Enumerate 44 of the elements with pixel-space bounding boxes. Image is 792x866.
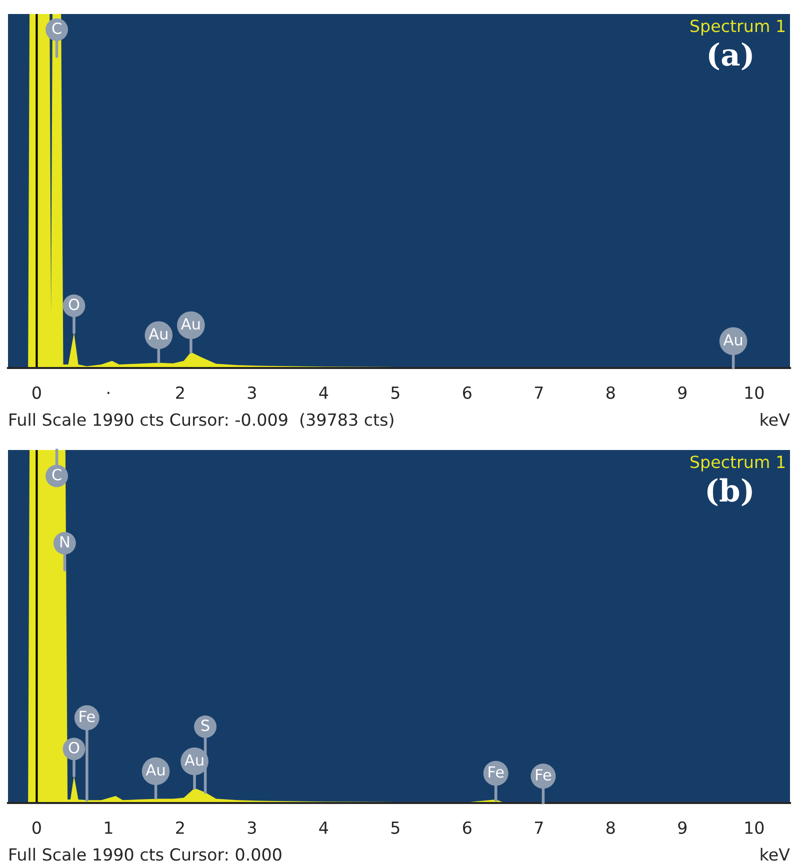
annotation: O: [68, 742, 80, 754]
x-tick-label: 3: [248, 821, 256, 834]
x-tick-label: 2: [176, 821, 184, 834]
annotation: Fe: [80, 710, 95, 722]
annotation: C: [52, 22, 62, 34]
x-tick-label: 0: [32, 386, 41, 399]
x-tick-label: 0: [32, 821, 41, 834]
annotation: S: [201, 720, 210, 732]
x-tick-label: 6: [463, 386, 472, 399]
annotation: Fe: [536, 769, 552, 781]
x-tick-label: 7: [534, 386, 543, 399]
x-tick-label: 10: [745, 821, 764, 834]
x-tick-label: 3: [248, 386, 256, 399]
text: (a): [708, 42, 752, 70]
x-tick-label: 4: [319, 822, 328, 834]
x-tick-label: 4: [319, 386, 328, 399]
x-axis-title: keV: [760, 413, 790, 426]
text: (b): [707, 478, 752, 506]
annotation: Au: [723, 334, 742, 346]
x-tick-label: 10: [745, 386, 764, 399]
x-tick-label: 6: [463, 821, 472, 834]
annotation: C: [52, 468, 62, 480]
x-tick-label: 9: [678, 386, 687, 399]
x-tick-label: 5: [391, 822, 400, 834]
x-tick-label: 9: [678, 821, 687, 834]
x-tick-label: ·: [108, 392, 110, 394]
x-tick-label: 7: [534, 822, 543, 834]
text: Full Scale 1990 cts Cursor: -0.009 (39783 cts): [10, 413, 394, 428]
x-tick-label: 5: [391, 386, 400, 399]
x-tick-label: 8: [606, 821, 615, 834]
x-tick-label: 1: [104, 822, 112, 834]
annotation: Au: [184, 754, 204, 766]
annotation: Fe: [488, 766, 504, 778]
x-tick-label: 2: [176, 386, 184, 399]
chart-title: Spectrum 1: [690, 20, 785, 36]
annotation: Au: [146, 764, 164, 776]
x-axis-title: keV: [760, 848, 790, 861]
annotation: Au: [181, 318, 200, 330]
x-tick-label: 8: [606, 386, 615, 399]
text: Full Scale 1990 cts Cursor: 0.000: [10, 848, 282, 861]
annotation: O: [68, 298, 80, 310]
annotation: N: [60, 536, 69, 548]
annotation: Au: [148, 328, 168, 340]
chart-title: Spectrum 1: [690, 456, 785, 472]
